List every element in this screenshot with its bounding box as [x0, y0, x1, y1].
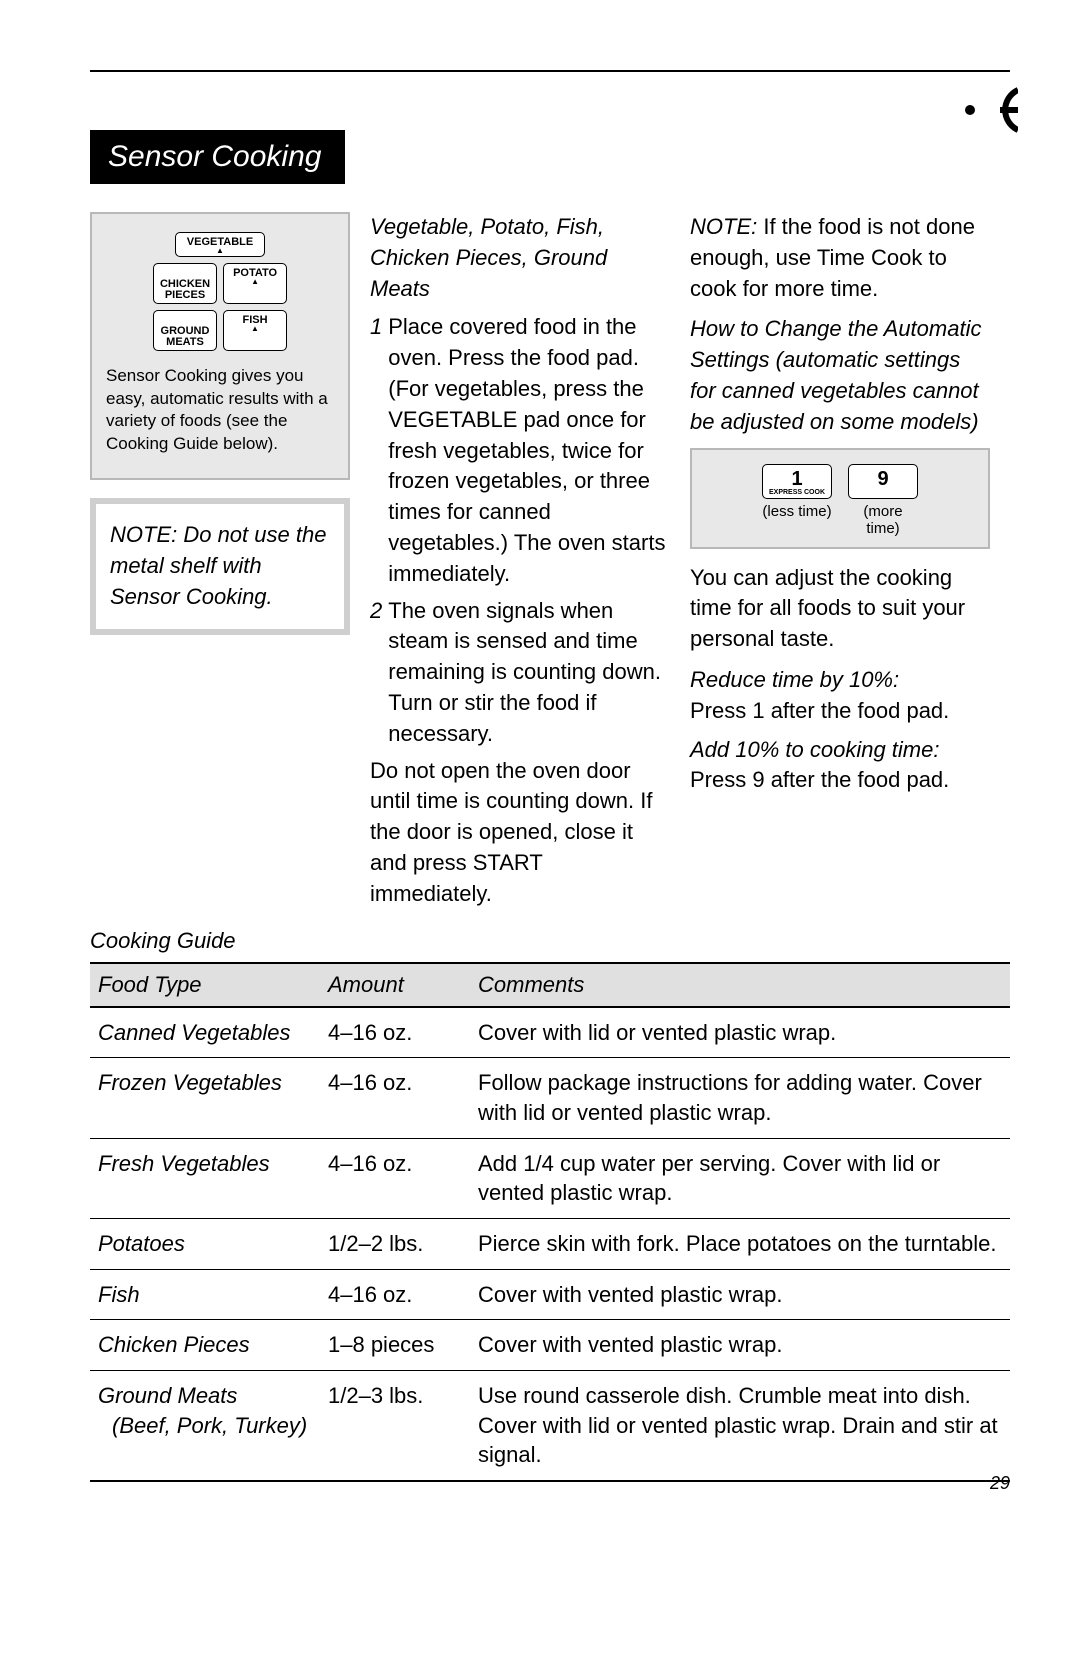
- indicator-icon: ▲: [230, 326, 280, 332]
- vegetable-button[interactable]: VEGETABLE ▲: [175, 232, 265, 257]
- table-row: Fish 4–16 oz. Cover with vented plastic …: [90, 1269, 1010, 1320]
- fish-button[interactable]: FISH ▲: [223, 310, 287, 351]
- reduce-block: Reduce time by 10%: Press 1 after the fo…: [690, 665, 990, 727]
- cell-food: Frozen Vegetables: [90, 1058, 320, 1138]
- step-text: Place covered food in the oven. Press th…: [388, 312, 670, 589]
- less-time-label: (less time): [762, 503, 832, 537]
- potato-button[interactable]: POTATO ▲: [223, 263, 287, 304]
- col-food-type: Food Type: [90, 963, 320, 1007]
- adjust-para: You can adjust the cooking time for all …: [690, 563, 990, 655]
- cell-amount: 1/2–2 lbs.: [320, 1218, 470, 1269]
- how-to-subhead: How to Change the Automatic Settings (au…: [690, 314, 990, 437]
- page: Sensor Cooking VEGETABLE ▲ CHICKEN PIECE…: [0, 0, 1080, 1522]
- corner-decor-icon: [962, 82, 1018, 138]
- cell-amount: 4–16 oz.: [320, 1007, 470, 1058]
- cell-amount: 4–16 oz.: [320, 1138, 470, 1218]
- panel-caption: Sensor Cooking gives you easy, automatic…: [106, 365, 334, 457]
- food-sub: (Beef, Pork, Turkey): [98, 1413, 307, 1438]
- col-amount: Amount: [320, 963, 470, 1007]
- door-warning: Do not open the oven door until time is …: [370, 756, 670, 910]
- cell-comments: Cover with vented plastic wrap.: [470, 1320, 1010, 1371]
- table-body: Canned Vegetables 4–16 oz. Cover with li…: [90, 1007, 1010, 1482]
- cell-food: Fish: [90, 1269, 320, 1320]
- top-rule: [90, 70, 1010, 72]
- cell-food: Potatoes: [90, 1218, 320, 1269]
- ground-meats-button[interactable]: GROUND MEATS: [153, 310, 217, 351]
- step-1: 1 Place covered food in the oven. Press …: [370, 312, 670, 589]
- cell-comments: Follow package instructions for adding w…: [470, 1058, 1010, 1138]
- cell-food: Ground Meats (Beef, Pork, Turkey): [90, 1371, 320, 1482]
- table-row: Ground Meats (Beef, Pork, Turkey) 1/2–3 …: [90, 1371, 1010, 1482]
- cell-food: Chicken Pieces: [90, 1320, 320, 1371]
- note-label: NOTE:: [690, 214, 757, 239]
- more-time-label: (more time): [848, 503, 918, 537]
- indicator-icon: ▲: [182, 248, 258, 254]
- cooking-guide-heading: Cooking Guide: [90, 928, 1010, 954]
- note-para: NOTE: If the food is not done enough, us…: [690, 212, 990, 304]
- page-number: 29: [990, 1473, 1010, 1494]
- button-grid: VEGETABLE ▲ CHICKEN PIECES POTATO ▲: [106, 232, 334, 351]
- button-sublabel: EXPRESS COOK: [763, 489, 831, 496]
- step-number: 2: [370, 596, 382, 750]
- step-text: The oven signals when steam is sensed an…: [388, 596, 670, 750]
- cell-comments: Add 1/4 cup water per serving. Cover wit…: [470, 1138, 1010, 1218]
- section-title: Sensor Cooking: [90, 130, 345, 184]
- cell-amount: 1/2–3 lbs.: [320, 1371, 470, 1482]
- table-row: Chicken Pieces 1–8 pieces Cover with ven…: [90, 1320, 1010, 1371]
- add-text: Press 9 after the food pad.: [690, 765, 990, 796]
- middle-column: Vegetable, Potato, Fish, Chicken Pieces,…: [370, 212, 670, 920]
- step-2: 2 The oven signals when steam is sensed …: [370, 596, 670, 750]
- note-box: NOTE: Do not use the metal shelf with Se…: [90, 498, 350, 634]
- cell-comments: Pierce skin with fork. Place potatoes on…: [470, 1218, 1010, 1269]
- col-comments: Comments: [470, 963, 1010, 1007]
- table-row: Fresh Vegetables 4–16 oz. Add 1/4 cup wa…: [90, 1138, 1010, 1218]
- cell-comments: Cover with vented plastic wrap.: [470, 1269, 1010, 1320]
- left-column: VEGETABLE ▲ CHICKEN PIECES POTATO ▲: [90, 212, 350, 920]
- cell-amount: 4–16 oz.: [320, 1058, 470, 1138]
- button-label: CHICKEN PIECES: [160, 278, 210, 301]
- indicator-icon: ▲: [230, 279, 280, 285]
- reduce-text: Press 1 after the food pad.: [690, 696, 990, 727]
- cell-food: Fresh Vegetables: [90, 1138, 320, 1218]
- table-row: Frozen Vegetables 4–16 oz. Follow packag…: [90, 1058, 1010, 1138]
- right-column: NOTE: If the food is not done enough, us…: [690, 212, 990, 920]
- step-number: 1: [370, 312, 382, 589]
- button-9[interactable]: 9: [848, 464, 918, 499]
- cell-comments: Cover with lid or vented plastic wrap.: [470, 1007, 1010, 1058]
- button-1-express[interactable]: 1 EXPRESS COOK: [762, 464, 832, 499]
- adjust-panel: 1 EXPRESS COOK 9 (less time) (more time): [690, 448, 990, 549]
- food-types-subhead: Vegetable, Potato, Fish, Chicken Pieces,…: [370, 212, 670, 304]
- cell-comments: Use round casserole dish. Crumble meat i…: [470, 1371, 1010, 1482]
- button-label: GROUND MEATS: [161, 325, 210, 348]
- button-digit: 9: [849, 469, 917, 489]
- table-row: Canned Vegetables 4–16 oz. Cover with li…: [90, 1007, 1010, 1058]
- table-row: Potatoes 1/2–2 lbs. Pierce skin with for…: [90, 1218, 1010, 1269]
- reduce-label: Reduce time by 10%:: [690, 665, 990, 696]
- table-header-row: Food Type Amount Comments: [90, 963, 1010, 1007]
- cell-amount: 4–16 oz.: [320, 1269, 470, 1320]
- add-block: Add 10% to cooking time: Press 9 after t…: [690, 735, 990, 797]
- cooking-guide-table: Food Type Amount Comments Canned Vegetab…: [90, 962, 1010, 1483]
- chicken-pieces-button[interactable]: CHICKEN PIECES: [153, 263, 217, 304]
- cell-amount: 1–8 pieces: [320, 1320, 470, 1371]
- button-digit: 1: [763, 469, 831, 489]
- main-columns: VEGETABLE ▲ CHICKEN PIECES POTATO ▲: [90, 212, 1010, 920]
- cell-food: Canned Vegetables: [90, 1007, 320, 1058]
- food-name: Ground Meats: [98, 1383, 237, 1408]
- add-label: Add 10% to cooking time:: [690, 735, 990, 766]
- button-panel: VEGETABLE ▲ CHICKEN PIECES POTATO ▲: [90, 212, 350, 480]
